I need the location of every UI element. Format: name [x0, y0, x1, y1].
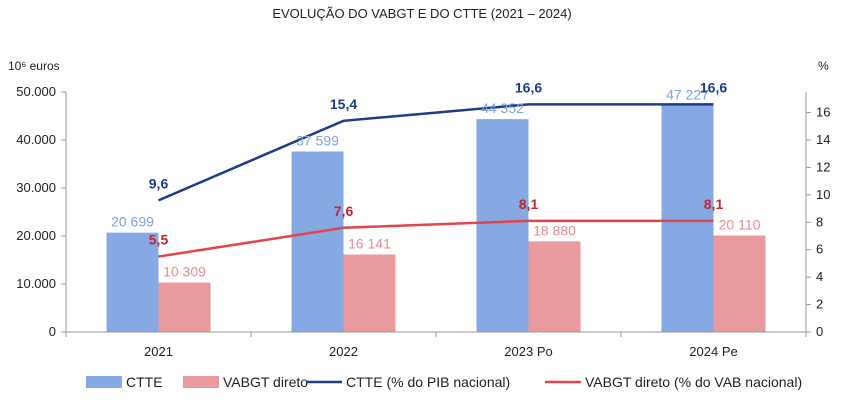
bar-vabgt-direto — [343, 254, 396, 332]
left-tick-label: 40.000 — [16, 132, 56, 147]
bar-data-label: 20 110 — [719, 216, 761, 232]
x-tick-label: 2022 — [329, 344, 358, 359]
line-data-label: 9,6 — [149, 175, 169, 191]
bar-data-label: 44 352 — [481, 100, 524, 116]
legend: CTTE VABGT direto CTTE (% do PIB nacional)… — [86, 374, 802, 390]
left-tick-label: 30.000 — [16, 180, 56, 195]
left-tick-label: 20.000 — [16, 228, 56, 243]
bar-ctte — [476, 119, 529, 332]
legend-label: CTTE — [126, 374, 163, 390]
left-tick-label: 50.000 — [16, 84, 56, 99]
bar-data-label: 16 141 — [348, 236, 391, 252]
line-data-label: 7,6 — [334, 203, 354, 219]
x-tick-label: 2024 Pe — [689, 344, 737, 359]
right-tick-label: 4 — [816, 269, 823, 284]
bar-data-label: 47 227 — [666, 86, 709, 102]
legend-label: VABGT direto (% do VAB nacional) — [585, 374, 802, 390]
right-tick-label: 8 — [816, 214, 823, 229]
right-tick-label: 6 — [816, 242, 823, 257]
bar-ctte — [291, 151, 344, 332]
line-data-label: 8,1 — [519, 196, 539, 212]
left-axis-unit: 10⁶ euros — [8, 59, 60, 73]
line-vabgt-direto-do-vab-nacional- — [158, 219, 714, 258]
right-tick-label: 16 — [816, 105, 830, 120]
left-tick-label: 10.000 — [16, 276, 56, 291]
bar-data-label: 37 599 — [296, 133, 339, 149]
x-axis-labels: 2021 2022 2023 Po 2024 Pe — [65, 331, 807, 359]
data-labels: 20 699 37 599 44 352 47 227 10 309 16 141 18 8… — [111, 79, 761, 279]
line-data-label: 16,6 — [700, 79, 727, 95]
legend-label: CTTE (% do PIB nacional) — [346, 374, 510, 390]
legend-label: VABGT direto — [223, 374, 308, 390]
right-axis: 0 2 4 6 8 10 12 14 16 — [805, 92, 830, 339]
bar-ctte — [106, 232, 159, 332]
bar-vabgt-direto — [158, 282, 211, 332]
bar-data-label: 20 699 — [111, 214, 154, 230]
bar-series — [106, 105, 766, 333]
right-tick-label: 14 — [816, 132, 830, 147]
legend-swatch — [183, 376, 219, 388]
right-tick-label: 12 — [816, 159, 830, 174]
left-axis: 0 10.000 20.000 30.000 40.000 50.000 — [16, 84, 67, 339]
bar-vabgt-direto — [713, 235, 766, 332]
right-axis-unit: % — [818, 59, 829, 73]
legend-swatch — [86, 376, 122, 388]
bar-data-label: 18 880 — [533, 222, 576, 238]
line-data-label: 5,5 — [149, 232, 169, 248]
x-tick-label: 2021 — [144, 344, 173, 359]
line-data-label: 16,6 — [515, 79, 542, 95]
bar-vabgt-direto — [528, 241, 581, 332]
right-tick-label: 10 — [816, 187, 830, 202]
line-series — [158, 103, 714, 258]
line-data-label: 15,4 — [330, 96, 357, 112]
right-tick-label: 0 — [816, 324, 823, 339]
bar-ctte — [661, 105, 714, 333]
x-tick-label: 2023 Po — [504, 344, 552, 359]
chart-title: EVOLUÇÃO DO VABGT E DO CTTE (2021 – 2024… — [272, 6, 571, 21]
line-ctte-do-pib-nacional- — [158, 103, 714, 202]
right-tick-label: 2 — [816, 297, 823, 312]
left-tick-label: 0 — [49, 324, 56, 339]
line-data-label: 8,1 — [704, 196, 724, 212]
bar-data-label: 10 309 — [163, 264, 206, 280]
